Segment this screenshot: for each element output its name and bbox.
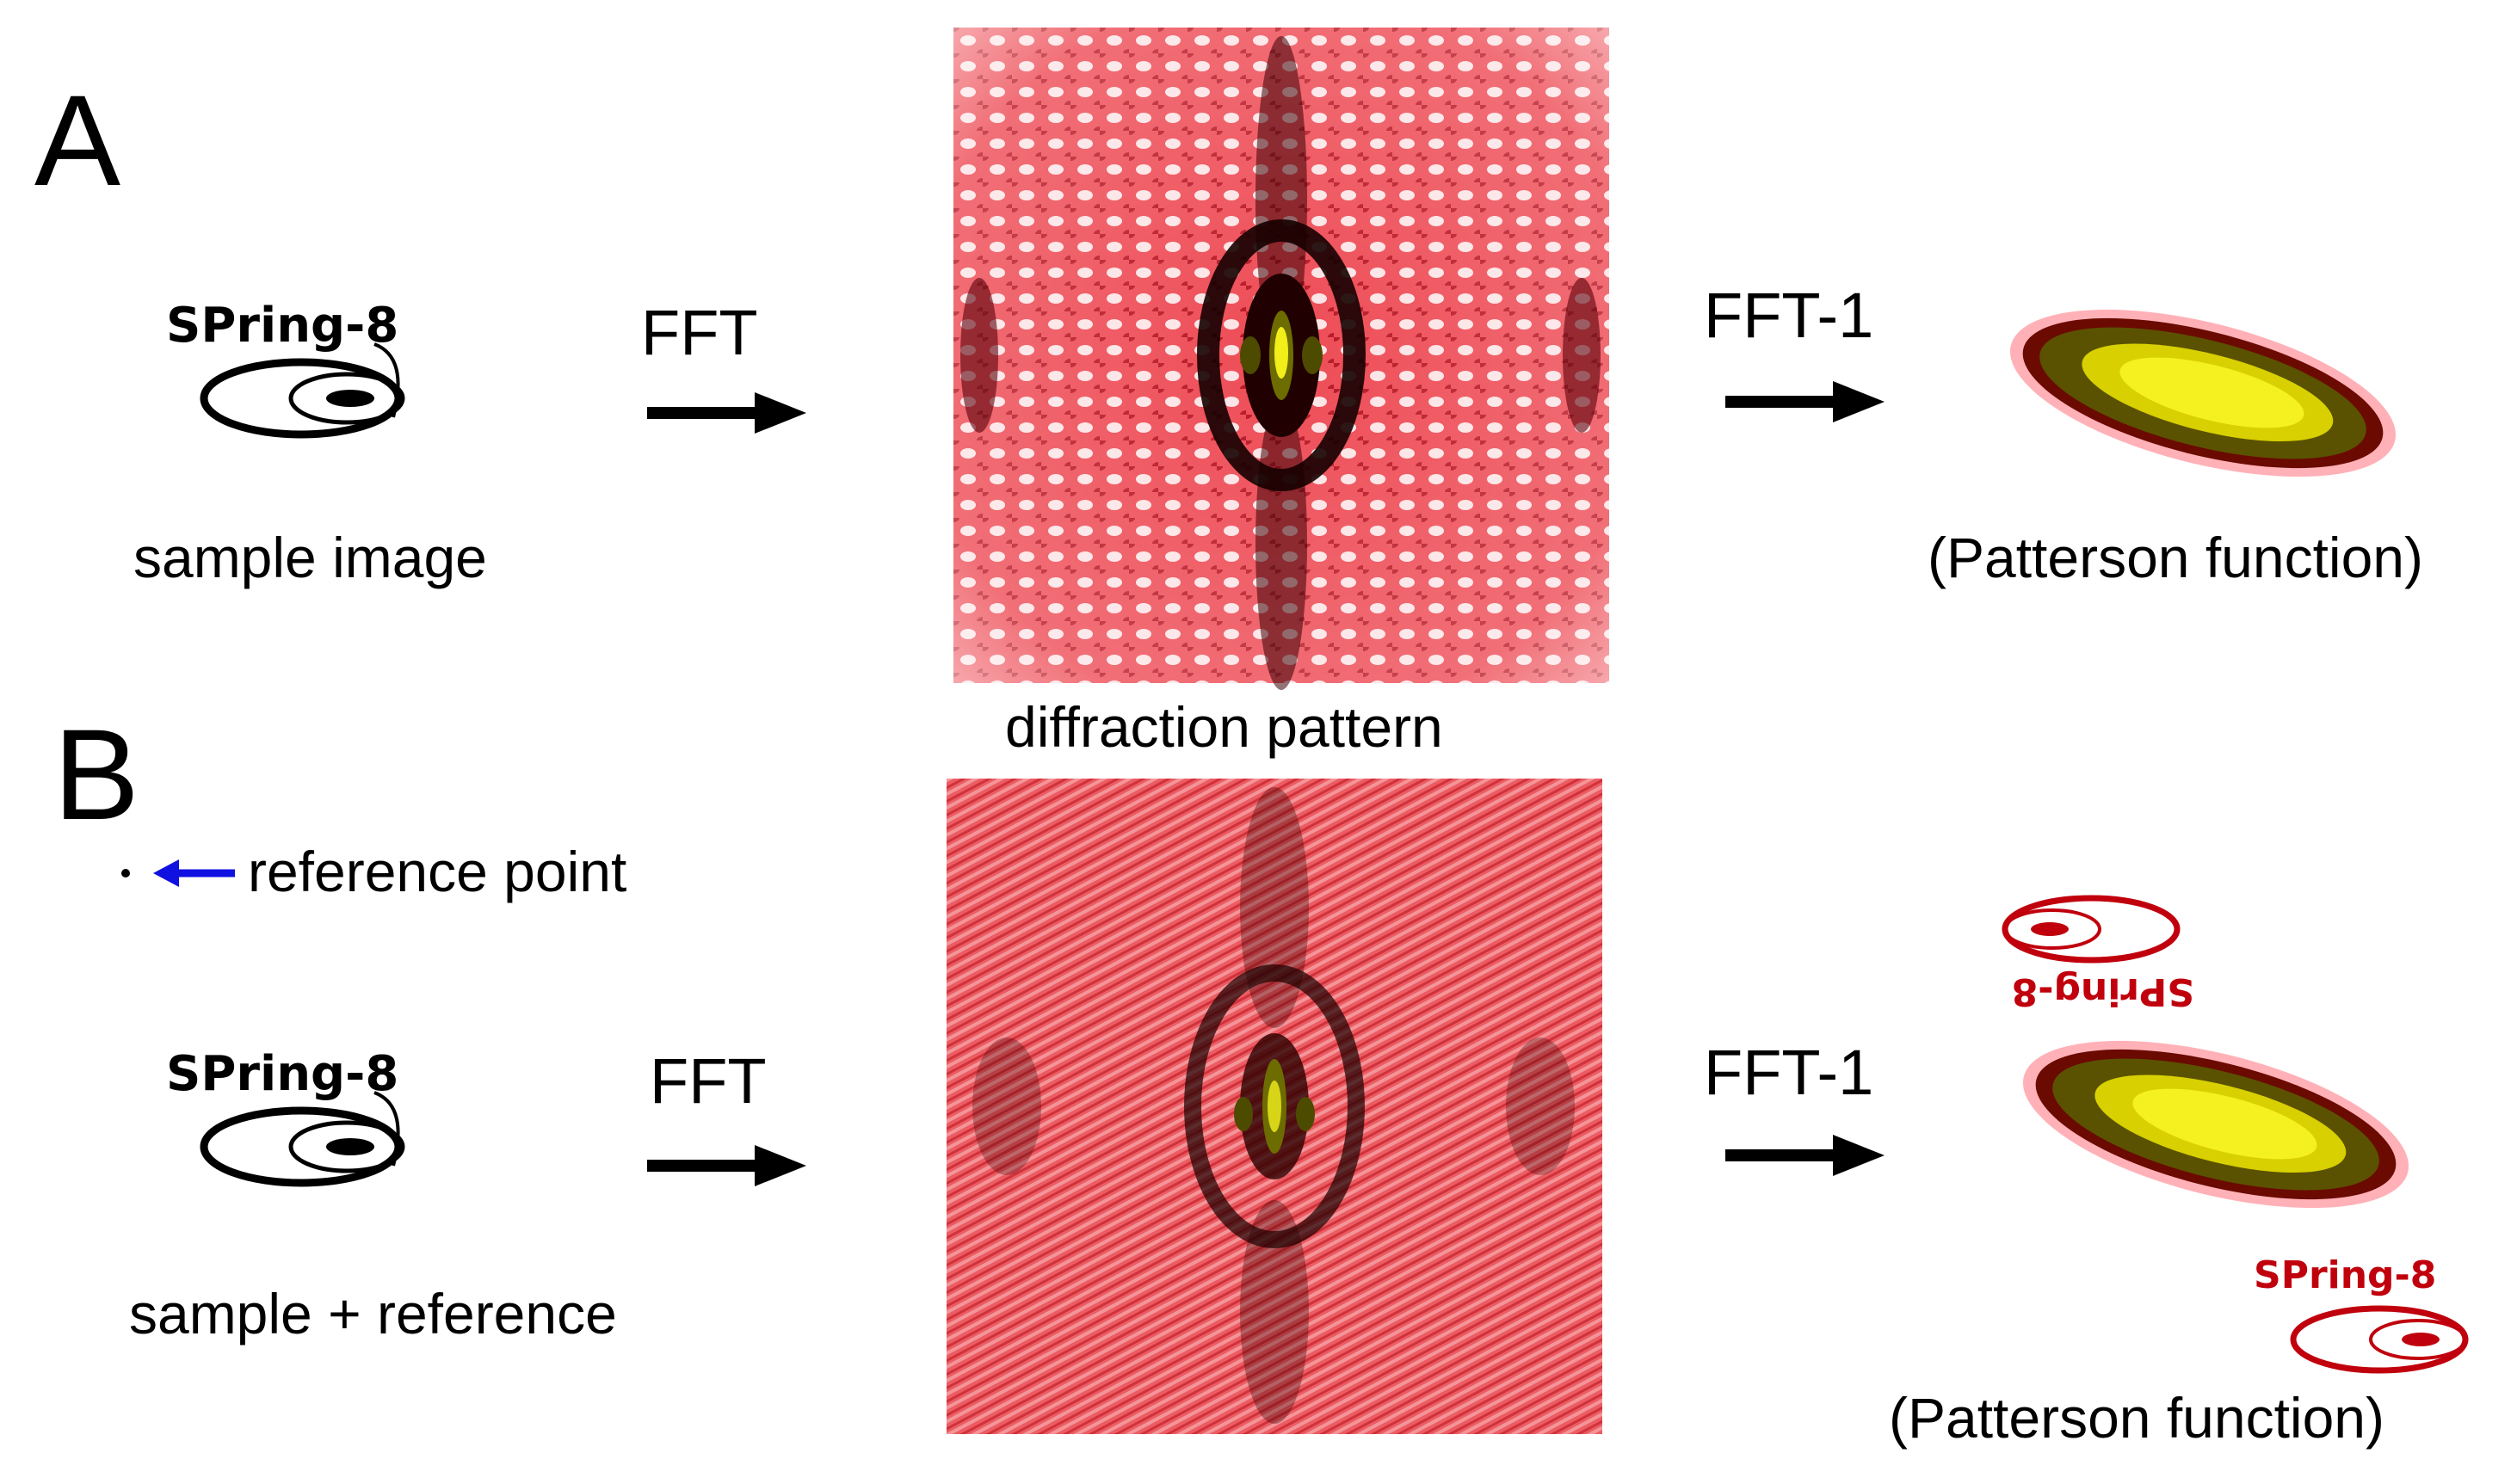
fft-label-a: FFT bbox=[641, 297, 758, 368]
svg-text:SPring-8: SPring-8 bbox=[2012, 970, 2194, 1013]
panel-a-letter: A bbox=[34, 68, 121, 212]
sample-caption-a: sample image bbox=[133, 526, 487, 589]
sample-caption-b: sample + reference bbox=[129, 1282, 617, 1345]
panel-b-letter: B bbox=[53, 702, 140, 847]
ifft-label-b: FFT-1 bbox=[1704, 1037, 1874, 1108]
ifft-label-a: FFT-1 bbox=[1704, 280, 1874, 351]
result-caption-b: (Patterson function) bbox=[1889, 1386, 2384, 1450]
sample-logo-b: SPring-8 bbox=[166, 1046, 405, 1187]
diffraction-caption: diffraction pattern bbox=[1005, 695, 1443, 759]
ifft-arrow-b bbox=[1725, 1135, 1885, 1176]
reference-point-label: reference point bbox=[248, 840, 627, 903]
fft-arrow-a bbox=[647, 392, 806, 434]
fft-arrow-b bbox=[647, 1145, 806, 1186]
reconstructed-image: SPring-8 bbox=[2254, 1253, 2469, 1374]
diffraction-pattern-a bbox=[953, 28, 1609, 690]
patterson-function-a bbox=[2009, 309, 2397, 477]
logo-text: SPring-8 bbox=[166, 298, 398, 354]
svg-text:SPring-8: SPring-8 bbox=[2254, 1253, 2436, 1297]
result-caption-a: (Patterson function) bbox=[1928, 526, 2423, 589]
fft-label-b: FFT bbox=[650, 1045, 767, 1117]
twin-image-inverted: SPring-8 bbox=[2002, 895, 2194, 1013]
diffraction-pattern-b bbox=[947, 779, 1602, 1434]
ifft-arrow-a bbox=[1725, 381, 1885, 422]
logo-text: SPring-8 bbox=[166, 1046, 398, 1102]
blue-arrow-icon bbox=[153, 859, 179, 887]
patterson-function-b bbox=[2022, 1040, 2409, 1209]
reference-point-marker bbox=[121, 859, 235, 887]
sample-logo-a: SPring-8 bbox=[166, 298, 405, 439]
reference-dot bbox=[121, 869, 130, 877]
